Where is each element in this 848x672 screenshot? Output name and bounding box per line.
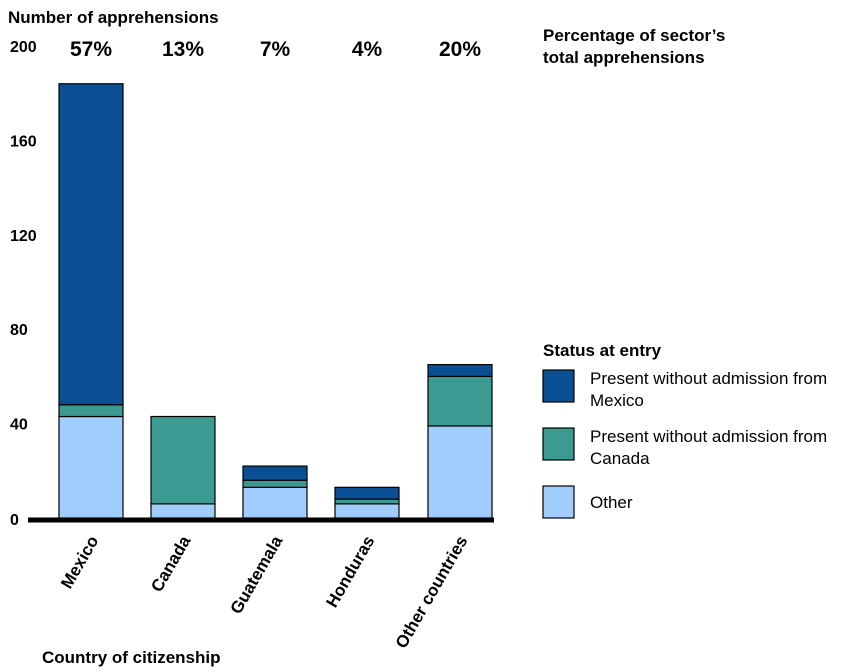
category-label: Mexico <box>57 533 102 592</box>
bar-segment <box>427 364 493 378</box>
percent-title: Percentage of sector’s total apprehension… <box>543 26 725 67</box>
percent-title-line: Percentage of sector’s <box>543 26 725 45</box>
legend-label: Canada <box>590 449 650 468</box>
legend-swatch <box>542 485 575 519</box>
legend-label: Present without admission from <box>590 369 827 388</box>
y-tick-label: 160 <box>10 133 37 150</box>
bars <box>58 83 493 519</box>
y-tick-label: 80 <box>10 322 28 339</box>
x-axis-title: Country of citizenship <box>42 648 221 667</box>
legend-swatch <box>542 427 575 461</box>
legend-label: Mexico <box>590 391 644 410</box>
category-label: Other countries <box>392 533 472 652</box>
percent-label: 13% <box>162 38 204 61</box>
bar-segment <box>334 503 400 519</box>
bar-segment <box>242 479 308 488</box>
bar-segment <box>242 465 308 481</box>
bar-segment <box>150 415 216 505</box>
bar-segment <box>58 83 124 406</box>
legend-swatch <box>542 369 575 403</box>
bar-segment <box>334 498 400 505</box>
y-tick-label: 0 <box>10 512 19 529</box>
legend-label: Present without admission from <box>590 427 827 446</box>
category-label: Canada <box>147 532 194 595</box>
legend: Present without admission from Mexico Pres… <box>542 369 827 519</box>
y-tick-label: 40 <box>10 417 28 434</box>
legend-label: Other <box>590 493 633 512</box>
percent-label: 20% <box>439 38 481 61</box>
percent-label: 4% <box>352 38 383 61</box>
percent-title-line: total apprehensions <box>543 48 705 67</box>
y-tick-labels: 0 40 80 120 160 200 <box>10 39 37 529</box>
bar-segment <box>58 404 124 418</box>
bar-segment <box>334 486 400 500</box>
legend-title: Status at entry <box>543 341 662 360</box>
bar-segment <box>427 425 493 519</box>
category-label: Guatemala <box>227 532 287 617</box>
y-tick-label: 120 <box>10 228 37 245</box>
bar-segment <box>427 375 493 427</box>
y-axis-title: Number of apprehensions <box>8 8 219 27</box>
y-tick-label: 200 <box>10 39 37 56</box>
bar-segment <box>242 486 308 519</box>
percent-label: 57% <box>70 38 112 61</box>
category-labels: Mexico Canada Guatemala Honduras Other count… <box>57 532 471 652</box>
bar-segment <box>150 503 216 519</box>
percent-label: 7% <box>260 38 291 61</box>
category-label: Honduras <box>322 533 378 611</box>
percent-labels: 57% 13% 7% 4% 20% <box>70 38 481 61</box>
bar-segment <box>58 415 124 519</box>
